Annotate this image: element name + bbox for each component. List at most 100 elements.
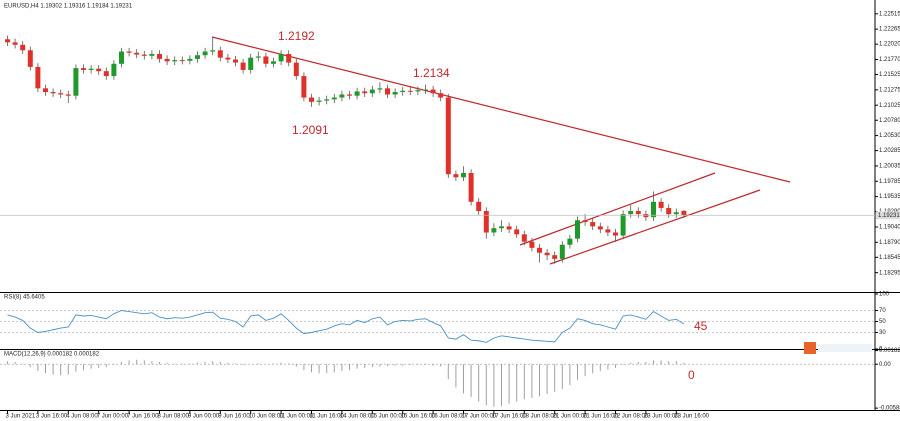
- candle-body: [187, 58, 193, 61]
- x-tick-label: 7 Jun 00:00: [97, 414, 129, 420]
- x-tick-label: 15 Jun 16:00: [401, 414, 436, 420]
- candle-body: [423, 89, 428, 91]
- y-tick-label: 1.21275: [879, 87, 900, 93]
- y-tick-label: 1.21025: [879, 103, 900, 109]
- x-tick-label: 11 Jun 16:00: [310, 414, 345, 420]
- rsi-line: [7, 310, 685, 343]
- candle-body: [461, 172, 466, 178]
- toolbar-icon[interactable]: [804, 342, 816, 354]
- y-tick-label: 1.18295: [879, 270, 900, 276]
- candle-body: [240, 62, 246, 70]
- candle-body: [369, 89, 375, 94]
- candle-body: [658, 201, 664, 208]
- candle-body: [286, 53, 292, 63]
- candle-body: [567, 238, 573, 245]
- candle-body: [134, 52, 140, 55]
- y-tick-label: 1.21525: [879, 72, 900, 78]
- y-tick-label: 0.00182: [879, 348, 900, 354]
- candle-body: [597, 226, 603, 230]
- candle-body: [278, 53, 284, 62]
- candle-body: [50, 92, 56, 94]
- y-tick-label: 1.18790: [879, 240, 900, 246]
- candle-body: [521, 234, 527, 242]
- candle-body: [514, 229, 520, 235]
- candle-body: [103, 71, 109, 77]
- candle-body: [673, 212, 679, 215]
- candle-body: [225, 57, 231, 60]
- candle-body: [605, 229, 611, 233]
- candle-body: [407, 90, 413, 92]
- y-tick-label: 1.19040: [879, 225, 900, 231]
- candle-body: [362, 91, 368, 94]
- candle-body: [12, 42, 18, 45]
- x-tick-label: 17 Jun 16:00: [492, 414, 527, 420]
- trend-line: [211, 36, 791, 183]
- candle-body: [491, 228, 497, 233]
- toolbar[interactable]: [818, 344, 872, 352]
- candle-body: [453, 174, 459, 178]
- candle-body: [111, 63, 117, 77]
- candle-body: [552, 255, 558, 259]
- x-tick-label: 14 Jun 08:00: [340, 414, 375, 420]
- candle-body: [529, 241, 535, 248]
- candle-body: [126, 51, 132, 53]
- candle-body: [430, 89, 436, 94]
- candle-body: [149, 53, 155, 56]
- x-tick-label: 10 Jun 08:00: [249, 414, 284, 420]
- y-tick-label: 0.00: [879, 362, 891, 368]
- candle-body: [217, 50, 223, 58]
- candle-body: [415, 90, 421, 92]
- candle-body: [202, 51, 208, 56]
- candle-body: [195, 55, 200, 59]
- y-tick-label: 1.22515: [879, 11, 900, 17]
- x-tick-label: 7 Jun 16:00: [127, 414, 159, 420]
- x-tick-label: 23 Jun 00:00: [644, 414, 679, 420]
- candle-body: [119, 51, 124, 64]
- candle-body: [43, 88, 48, 93]
- candle-body: [438, 93, 444, 98]
- candle-body: [666, 207, 672, 215]
- x-tick-label: 3 Jun 2021: [6, 414, 36, 420]
- candle-body: [559, 244, 565, 259]
- candle-body: [339, 94, 345, 98]
- channel-lower: [549, 189, 761, 265]
- macd-header: MACD(12,26,9) 0.000182 0.000182: [4, 352, 100, 358]
- candle-body: [651, 201, 656, 218]
- candle-body: [385, 88, 390, 95]
- y-tick-label: 0: [879, 347, 883, 353]
- x-tick-label: 4 Jun 08:00: [66, 414, 98, 420]
- candle-body: [400, 90, 406, 93]
- candle-body: [88, 68, 94, 70]
- candle-body: [65, 94, 71, 96]
- candle-body: [157, 53, 162, 59]
- x-tick-label: 8 Jun 08:00: [158, 414, 190, 420]
- annotation: 0: [688, 368, 695, 382]
- candle-body: [575, 220, 580, 239]
- candle-body: [263, 56, 269, 64]
- candle-body: [468, 172, 474, 202]
- x-tick-label: 21 Jun 16:00: [583, 414, 618, 420]
- chart-header: EURUSD,H4 1.19302 1.19316 1.19184 1.1923…: [4, 4, 133, 10]
- x-tick-label: 9 Jun 16:00: [218, 414, 250, 420]
- rsi-header: RSI(8) 45.6405: [4, 295, 45, 301]
- candle-body: [582, 220, 588, 223]
- candle-body: [537, 247, 542, 253]
- candle-body: [172, 60, 178, 62]
- candle-body: [301, 76, 307, 98]
- channel-upper: [519, 172, 716, 246]
- annotation: 45: [694, 319, 708, 333]
- x-tick-label: 3 Jun 16:00: [36, 414, 68, 420]
- y-tick-label: 1.19785: [879, 179, 900, 185]
- candle-body: [643, 214, 649, 218]
- candle-body: [73, 68, 79, 96]
- y-tick-label: 100: [879, 292, 890, 298]
- candle-body: [271, 61, 276, 64]
- annotation: 1.2091: [292, 123, 329, 137]
- candle-body: [392, 92, 398, 95]
- candle-body: [141, 54, 147, 56]
- candle-body: [506, 226, 512, 230]
- x-tick-label: 9 Jun 00:00: [188, 414, 220, 420]
- y-tick-label: 1.21770: [879, 57, 900, 63]
- candle-body: [309, 97, 314, 102]
